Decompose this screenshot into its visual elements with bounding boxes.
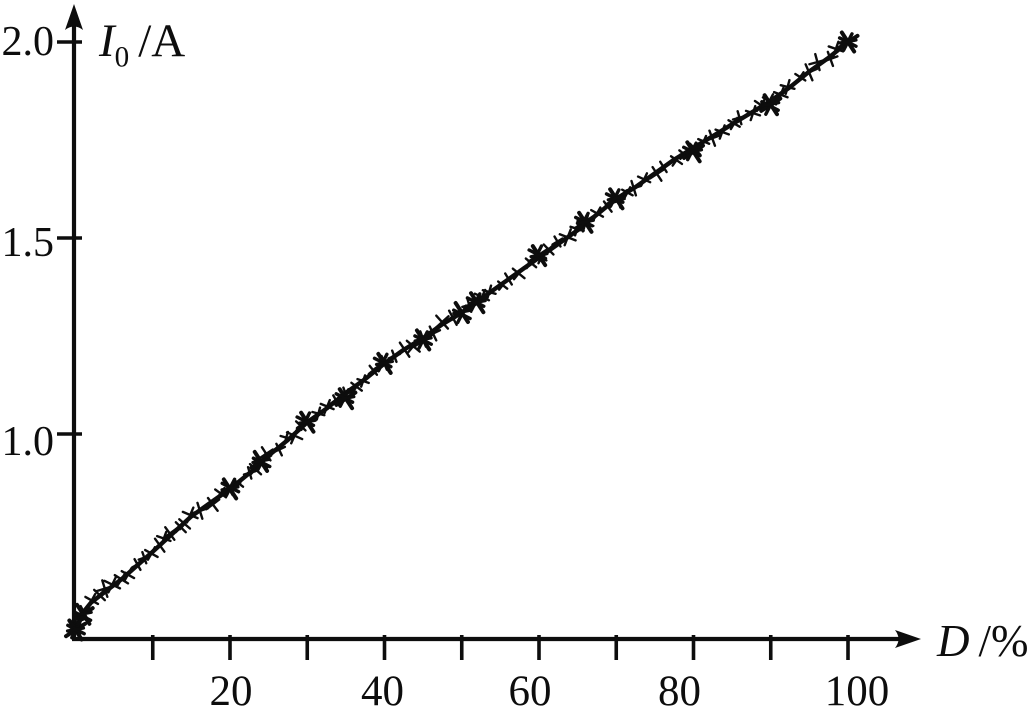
data-point-marker <box>162 526 178 541</box>
y-tick-label: 1.0 <box>2 419 55 465</box>
data-point-marker <box>356 374 370 388</box>
data-point-marker <box>511 266 526 281</box>
data-point-marker <box>779 78 796 96</box>
data-point-marker <box>84 592 100 608</box>
data-point-marker <box>130 557 145 572</box>
y-axis-arrow-icon <box>65 4 83 30</box>
data-point-cluster-marker <box>529 252 549 259</box>
x-tick-label: 40 <box>361 668 404 708</box>
data-point-marker <box>822 50 839 68</box>
data-point-cluster-marker <box>251 457 271 465</box>
data-point-marker <box>636 172 652 187</box>
data-point-marker <box>152 537 168 553</box>
x-axis-title: D/% <box>937 615 1029 667</box>
data-point-cluster-marker <box>575 218 595 225</box>
data-point-marker <box>648 165 666 182</box>
data-point-marker <box>434 314 450 330</box>
data-point-marker <box>731 110 748 126</box>
y-axis-title: I0/A <box>99 13 186 72</box>
data-point-cluster-marker <box>838 38 858 45</box>
data-point-cluster-marker <box>413 336 433 343</box>
x-tick-label: 20 <box>210 668 253 708</box>
y-axis-unit: /A <box>138 15 186 67</box>
data-point-marker <box>714 124 731 140</box>
data-point-marker <box>501 272 516 286</box>
y-tick-label: 2.0 <box>2 19 55 65</box>
data-point-marker <box>120 567 136 582</box>
data-point-marker <box>272 442 287 457</box>
x-tick-label: 100 <box>825 668 890 708</box>
data-point-cluster-marker <box>73 610 93 617</box>
data-point-marker <box>205 496 221 512</box>
data-point-cluster-marker <box>72 606 93 626</box>
data-point-cluster-marker <box>606 195 626 202</box>
data-point-marker <box>625 179 643 197</box>
data-point-marker <box>396 341 413 358</box>
data-point-cluster-marker <box>374 359 395 367</box>
x-axis-symbol: D <box>937 616 970 666</box>
y-axis-symbol: I <box>99 15 115 67</box>
x-axis-arrow-icon <box>895 630 921 648</box>
data-point-marker <box>703 129 721 147</box>
x-tick-label: 80 <box>658 668 701 708</box>
data-point-marker <box>137 550 152 565</box>
y-tick-label: 1.5 <box>2 220 55 266</box>
data-point-marker <box>113 571 130 588</box>
data-point-cluster-marker <box>761 101 781 108</box>
data-point-cluster-marker <box>336 395 356 402</box>
data-point-marker <box>827 40 845 58</box>
data-point-marker <box>551 235 564 248</box>
data-point-marker <box>657 160 670 174</box>
data-point-marker <box>181 506 199 524</box>
data-point-cluster-marker <box>760 96 780 116</box>
data-point-marker <box>190 501 210 520</box>
data-point-marker <box>319 398 335 415</box>
data-point-cluster-marker <box>297 418 317 425</box>
data-point-cluster-marker <box>683 148 704 155</box>
data-point-marker <box>744 104 762 122</box>
data-point-marker <box>669 153 684 167</box>
data-point-cluster-marker <box>65 626 86 633</box>
data-point-marker <box>103 575 122 594</box>
data-point-cluster-marker <box>452 308 472 316</box>
y-axis-subscript: 0 <box>114 41 130 74</box>
data-point-marker <box>558 228 577 247</box>
data-point-cluster-marker <box>220 485 240 492</box>
data-point-marker <box>279 430 294 445</box>
x-tick-label: 60 <box>509 668 552 708</box>
x-axis-unit: /% <box>978 616 1029 666</box>
data-curve <box>73 39 851 633</box>
data-point-cluster-marker <box>467 299 487 306</box>
data-point-marker <box>350 380 363 394</box>
data-point-marker <box>799 63 819 82</box>
